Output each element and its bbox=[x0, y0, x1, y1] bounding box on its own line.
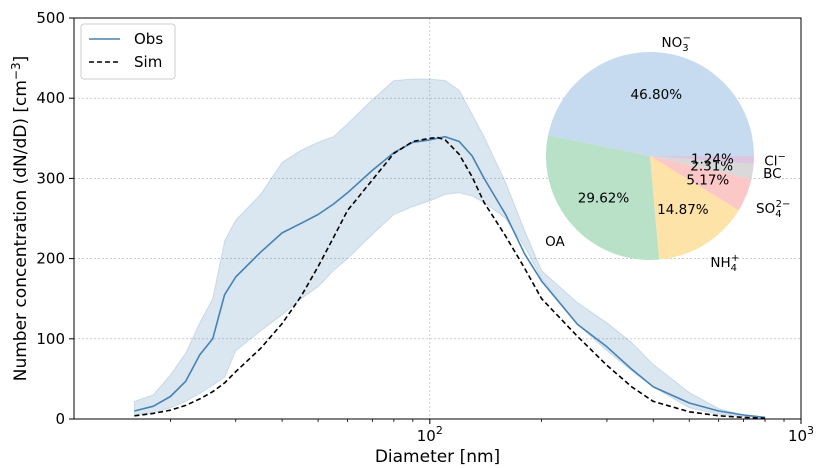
y-axis-title: Number concentration (dN/dD) [cm−3] bbox=[9, 56, 31, 382]
pie-label-oa: OA bbox=[545, 234, 565, 250]
y-tick-label: 0 bbox=[55, 410, 65, 428]
x-tick-label: 103 bbox=[788, 424, 814, 445]
pie-pct-nh4: 14.87% bbox=[657, 202, 709, 218]
pie-slice-cl bbox=[650, 156, 755, 165]
composition-pie: 46.80% NO3− 29.62% OA 14.87% NH4+ 5.17% SO42− 2.… bbox=[545, 33, 790, 274]
pie-slice-nh4 bbox=[650, 156, 739, 260]
y-tick-label: 300 bbox=[36, 169, 65, 187]
legend-box bbox=[80, 23, 176, 80]
legend: Obs Sim bbox=[80, 23, 176, 80]
legend-obs-label: Obs bbox=[134, 30, 163, 48]
y-tick-label: 200 bbox=[36, 250, 65, 268]
pie-pct-so4: 5.17% bbox=[686, 173, 729, 189]
pie-slice-oa bbox=[545, 135, 660, 261]
pie-label-so4: SO42− bbox=[756, 199, 790, 220]
y-tick-label: 500 bbox=[36, 9, 65, 27]
pie-pct-oa: 29.62% bbox=[578, 191, 630, 207]
pie-pct-cl: 1.24% bbox=[691, 151, 734, 167]
pie-slice-no3 bbox=[548, 51, 754, 156]
pie-label-cl: Cl− bbox=[764, 152, 786, 170]
obs-series-line bbox=[134, 135, 766, 419]
x-axis-title: Diameter [nm] bbox=[375, 447, 500, 467]
pie-pct-no3: 46.80% bbox=[631, 87, 683, 103]
y-tick-label: 400 bbox=[36, 89, 65, 107]
legend-sim-label: Sim bbox=[134, 53, 162, 71]
sim-series-line bbox=[134, 136, 766, 419]
series-lines bbox=[134, 135, 766, 419]
pie-slice-bc bbox=[650, 156, 754, 179]
x-tick-label: 102 bbox=[417, 424, 443, 445]
pie-label-no3: NO3− bbox=[662, 33, 692, 54]
pie-pct-bc: 2.31% bbox=[690, 158, 733, 174]
pie-label-bc: BC bbox=[763, 166, 781, 182]
axis-ticks: 0 100 200 300 400 500 102 103 bbox=[36, 9, 814, 445]
pie-label-nh4: NH4+ bbox=[710, 253, 739, 274]
plot-frame bbox=[73, 17, 802, 420]
pie-slice-so4 bbox=[650, 156, 752, 211]
y-tick-label: 100 bbox=[36, 330, 65, 348]
